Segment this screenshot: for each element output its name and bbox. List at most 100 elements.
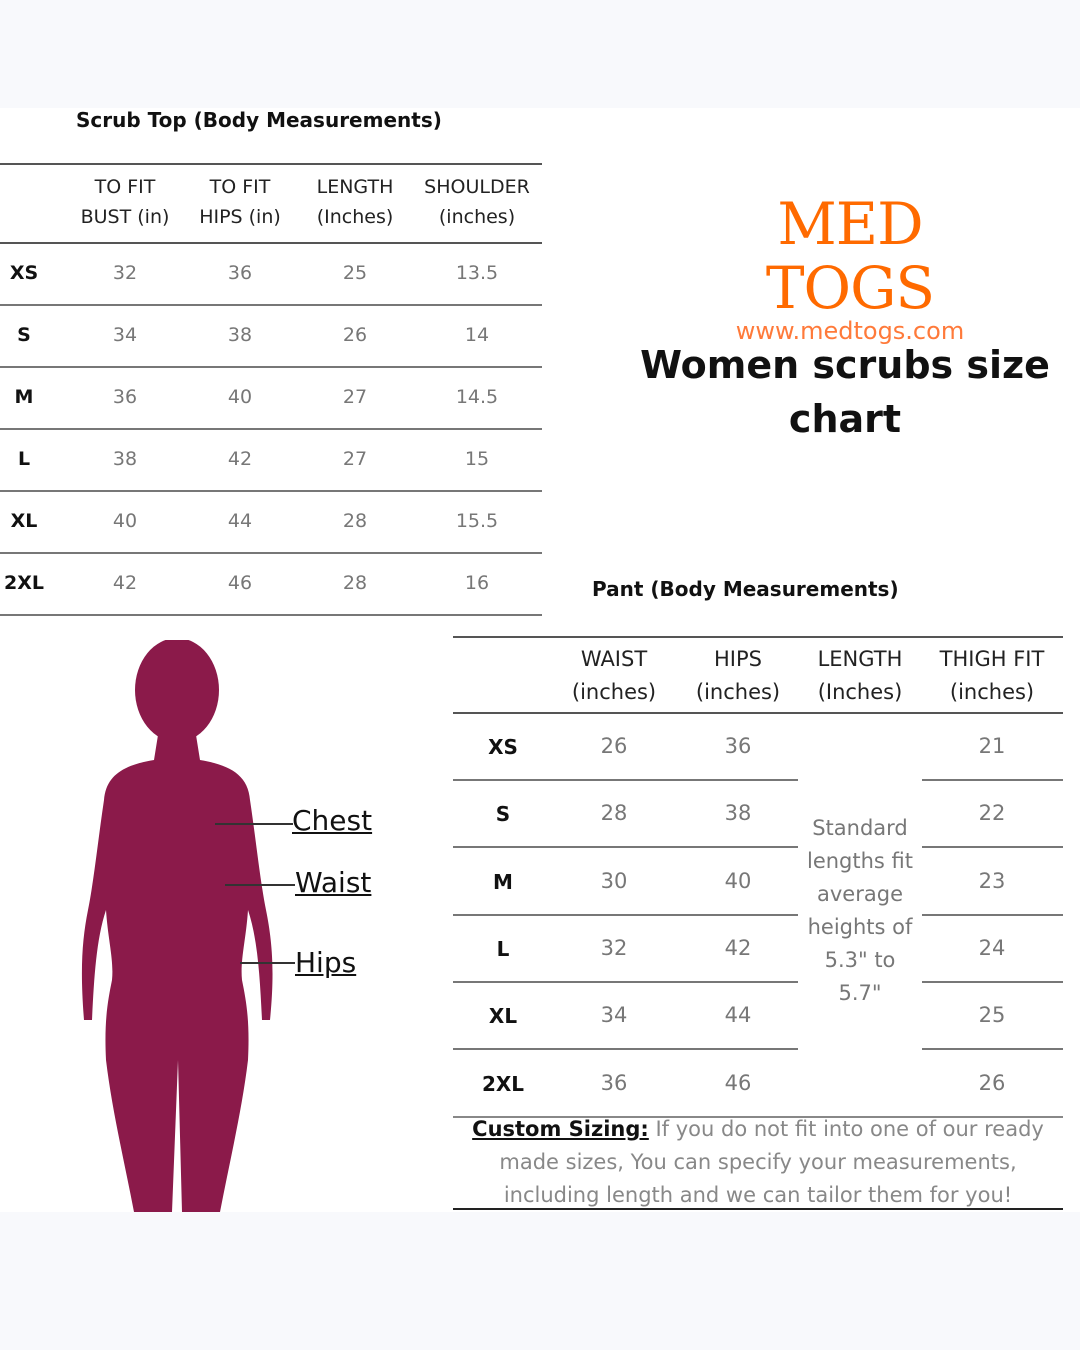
length-note-line: lengths fit (806, 849, 914, 873)
column-header: WAIST (580, 647, 648, 671)
table-cell: 40 (724, 868, 752, 893)
table-cell: 15 (464, 448, 490, 470)
table-cell: 16 (464, 572, 490, 594)
table-cell: 46 (724, 1070, 752, 1095)
size-label: XS (9, 262, 39, 284)
column-header: (inches) (695, 680, 781, 704)
row-divider (922, 913, 1063, 916)
size-label: XL (10, 510, 38, 532)
medtogs-logo: MED TOGS www.medtogs.com (720, 192, 980, 344)
custom-sizing-text: If you do not fit into one of our ready … (499, 1117, 1044, 1207)
table-cell: 36 (724, 734, 752, 758)
divider (453, 1208, 1063, 1210)
table-cell: 32 (112, 262, 138, 284)
table-cell: 38 (112, 448, 138, 470)
logo-url: www.medtogs.com (735, 317, 965, 345)
row-divider (453, 779, 798, 781)
size-label: M (14, 386, 34, 408)
row-divider (922, 980, 1063, 983)
table-cell: 30 (600, 868, 628, 893)
table-cell: 34 (112, 324, 138, 346)
column-header: BUST (in) (80, 206, 170, 228)
table-cell: 34 (600, 1003, 628, 1028)
row-divider (0, 428, 542, 430)
rule (0, 242, 542, 244)
column-header: TO FIT (94, 176, 156, 198)
column-header: (inches) (438, 206, 516, 228)
table-cell: 24 (978, 935, 1006, 960)
chest-pointer-line (215, 823, 293, 825)
row-divider (453, 980, 798, 983)
size-label: XS (488, 735, 518, 759)
row-divider (453, 913, 798, 916)
table-cell: 26 (978, 1070, 1006, 1095)
divider (453, 1116, 1063, 1118)
silhouette (81, 640, 273, 1212)
chest-label: Chest (292, 804, 373, 837)
row-divider (922, 1048, 1063, 1051)
page-title: Women scrubs size chart (630, 338, 1060, 446)
female-body-figure (81, 640, 273, 1212)
column-header: (Inches) (817, 680, 903, 704)
table-cell: 25 (978, 1003, 1006, 1028)
table-cell: 15.5 (455, 510, 499, 532)
table-cell: 38 (724, 801, 752, 826)
row-divider (453, 846, 798, 849)
size-label: 2XL (4, 572, 44, 594)
title-line-1: Women scrubs size (640, 343, 1050, 387)
table-cell: 14 (464, 324, 490, 346)
custom-sizing-label: Custom Sizing: (472, 1117, 649, 1141)
row-divider (0, 490, 542, 492)
length-note-line: heights of (807, 915, 913, 939)
column-header: THIGH FIT (939, 647, 1045, 671)
waist-pointer-line (225, 884, 295, 886)
size-label: L (17, 448, 31, 470)
title-line-2: chart (788, 397, 902, 441)
column-header: (Inches) (316, 206, 394, 228)
table-cell: 36 (112, 386, 138, 408)
table-cell: 44 (724, 1003, 752, 1028)
table-cell: 25 (342, 262, 368, 284)
column-header: HIPS (in) (199, 206, 281, 228)
custom-sizing-note: Custom Sizing: If you do not fit into on… (455, 1113, 1061, 1212)
hips-label: Hips (295, 946, 357, 979)
table-cell: 13.5 (455, 262, 499, 284)
table-cell: 38 (227, 324, 253, 346)
table-cell: 44 (227, 510, 253, 532)
table-cell: 26 (342, 324, 368, 346)
size-label: S (495, 802, 511, 827)
row-divider (922, 779, 1063, 781)
logo-brand: MED TOGS (765, 190, 935, 322)
length-note-line: average (817, 882, 903, 906)
row-divider (453, 1048, 798, 1051)
table-cell: 14.5 (455, 386, 499, 408)
row-divider (0, 614, 542, 616)
size-label: L (496, 936, 510, 961)
table-cell: 26 (600, 734, 628, 758)
column-header: (inches) (949, 680, 1035, 704)
table-cell: 36 (227, 262, 253, 284)
hips-pointer-line (240, 962, 295, 964)
table-cell: 42 (227, 448, 253, 470)
column-header: TO FIT (209, 176, 271, 198)
table-cell: 23 (978, 868, 1006, 893)
table-cell: 27 (342, 386, 368, 408)
table-cell: 28 (342, 510, 368, 532)
table-cell: 40 (112, 510, 138, 532)
scrub-top-title: Scrub Top (Body Measurements) (76, 108, 442, 132)
length-note-line: 5.7" (838, 981, 882, 1005)
table-cell: 27 (342, 448, 368, 470)
size-label: 2XL (481, 1071, 525, 1096)
table-cell: 22 (978, 801, 1006, 826)
column-header: SHOULDER (424, 176, 530, 198)
rule (453, 636, 1063, 638)
table-cell: 40 (227, 386, 253, 408)
pant-title: Pant (Body Measurements) (592, 577, 899, 601)
column-header: LENGTH (316, 176, 394, 198)
row-divider (0, 366, 542, 368)
size-label: M (493, 869, 513, 894)
column-header: (inches) (571, 680, 657, 704)
rule (0, 163, 542, 165)
length-note-line: 5.3" to (824, 948, 896, 972)
length-note-line: Standard (812, 816, 908, 840)
